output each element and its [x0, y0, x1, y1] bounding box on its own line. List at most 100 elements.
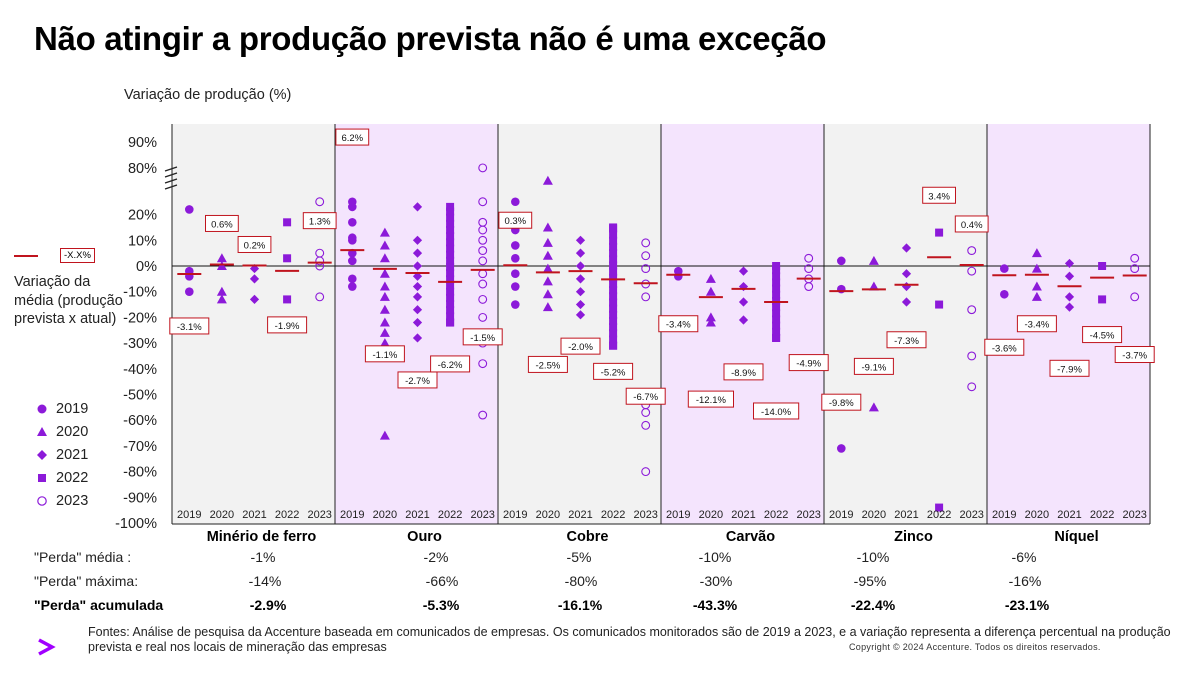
x-tick-label: 2023: [1122, 509, 1146, 521]
data-point-2019: [511, 253, 520, 263]
data-point-2023: [641, 264, 651, 274]
data-point-2019: [674, 271, 683, 281]
data-point-2020: [1031, 248, 1042, 258]
data-point-2020: [542, 302, 553, 312]
data-point-2022: [609, 230, 618, 239]
data-point-2021: [901, 297, 912, 307]
data-point-2020: [379, 227, 390, 237]
data-point-2023: [478, 235, 488, 245]
mean-value-box: [1016, 315, 1057, 333]
x-tick-label: 2022: [1090, 509, 1114, 521]
data-point-2020: [542, 289, 553, 299]
data-point-2021: [249, 294, 260, 305]
data-point-2020: [705, 286, 716, 296]
x-tick-label: 2020: [536, 509, 560, 521]
mean-value-box: [364, 345, 405, 363]
y-tick-label: 80%: [128, 161, 157, 177]
data-point-2021: [738, 297, 749, 307]
data-point-2020: [216, 253, 227, 263]
data-point-2022: [609, 286, 618, 295]
data-point-2023: [478, 197, 488, 207]
data-point-2022: [772, 321, 781, 330]
data-point-2020: [216, 261, 227, 270]
mean-value-label: -2.0%: [568, 342, 593, 353]
mean-value-box: [788, 354, 829, 372]
x-tick-label: 2021: [405, 509, 429, 521]
data-point-2021: [412, 292, 423, 302]
mean-value-box: [625, 387, 666, 405]
data-point-2022: [446, 213, 455, 222]
data-point-2023: [478, 163, 488, 173]
data-point-2023: [478, 359, 488, 369]
data-point-2021: [901, 269, 912, 279]
axis-break-mark: [164, 172, 178, 178]
data-point-2020: [1031, 263, 1042, 273]
data-point-2022: [446, 275, 455, 284]
y-tick-label: -40%: [123, 362, 157, 378]
mean-value-label: -2.5%: [535, 360, 560, 371]
data-point-2023: [967, 246, 977, 256]
data-point-2022: [446, 226, 455, 235]
data-point-2023: [641, 408, 651, 417]
data-point-2023: [478, 312, 488, 322]
legend-item-2022: 2022: [36, 468, 88, 488]
mean-value-box: [753, 402, 800, 420]
x-tick-label: 2021: [568, 509, 592, 521]
mean-value-label: -12.1%: [696, 395, 727, 406]
avg-loss-value: -5%: [566, 549, 592, 565]
data-point-2023: [1130, 264, 1140, 274]
mean-value-label: 1.3%: [309, 217, 331, 228]
data-point-2020: [1031, 281, 1042, 291]
data-point-2022: [283, 218, 292, 227]
data-point-2020: [542, 250, 553, 260]
data-point-2019: [348, 236, 357, 245]
data-point-2022: [446, 269, 455, 278]
y-axis-title: Variação de produção (%): [124, 87, 292, 103]
filled-circle-icon: [37, 404, 47, 414]
data-point-2019: [1000, 289, 1009, 299]
mean-value-label: -3.4%: [1024, 320, 1049, 331]
data-point-2021: [738, 266, 749, 276]
data-point-2022: [283, 295, 292, 304]
data-point-2022: [609, 279, 618, 288]
data-point-2020: [705, 273, 716, 283]
data-point-2021: [249, 274, 260, 284]
data-point-2022: [446, 238, 455, 247]
data-point-2022: [935, 228, 944, 237]
data-point-2021: [412, 235, 423, 245]
avg-loss-row-label: "Perda" média :: [34, 549, 132, 565]
data-point-2023: [804, 264, 814, 274]
cumulative-loss-value: -23.1%: [1004, 597, 1050, 613]
mean-value-label: 6.2%: [341, 133, 363, 144]
mean-value-box: [1114, 346, 1155, 364]
data-point-2020: [379, 430, 390, 440]
data-point-2022: [446, 300, 455, 309]
axis-break-mark: [164, 178, 178, 184]
source-footnote: Fontes: Análise de pesquisa da Accenture…: [88, 625, 1171, 654]
x-tick-label: 2022: [275, 509, 299, 521]
data-point-2022: [772, 284, 781, 293]
mean-value-label: -6.7%: [633, 392, 658, 403]
data-point-2022: [609, 273, 618, 282]
legend-mean-label: Variação da média (produção prevista x a…: [14, 274, 123, 327]
data-point-2021: [575, 287, 586, 297]
data-point-2021: [901, 243, 912, 253]
data-point-2023: [967, 351, 977, 361]
y-tick-label: 0%: [136, 259, 157, 275]
data-point-2022: [609, 249, 618, 258]
cumulative-loss-value: -22.4%: [850, 597, 896, 613]
data-point-2023: [315, 292, 325, 302]
data-point-2022: [609, 341, 618, 350]
avg-loss-value: -10%: [856, 549, 890, 565]
mean-value-label: -7.9%: [1057, 364, 1082, 375]
x-tick-label: 2019: [503, 509, 527, 521]
mean-value-box: [954, 215, 989, 233]
data-point-2019: [511, 282, 520, 291]
mean-value-box: [658, 315, 699, 333]
mean-value-box: [984, 338, 1025, 356]
y-tick-label: 20%: [128, 208, 157, 224]
mean-value-box: [527, 355, 568, 373]
x-tick-label: 2019: [992, 509, 1016, 521]
mean-value-box: [886, 331, 927, 349]
mean-value-box: [821, 393, 862, 411]
